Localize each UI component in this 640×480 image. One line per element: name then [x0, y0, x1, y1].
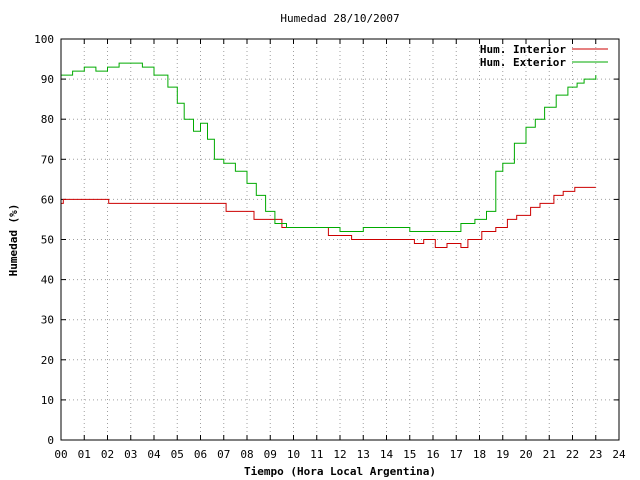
x-tick-label: 08 — [240, 448, 253, 461]
y-axis-label: Humedad (%) — [7, 204, 20, 277]
x-tick-label: 05 — [171, 448, 184, 461]
y-tick-label: 20 — [41, 354, 54, 367]
chart-title: Humedad 28/10/2007 — [280, 12, 399, 25]
x-tick-label: 11 — [310, 448, 323, 461]
x-axis-label: Tiempo (Hora Local Argentina) — [244, 465, 436, 478]
x-tick-label: 06 — [194, 448, 207, 461]
x-tick-label: 02 — [101, 448, 114, 461]
y-tick-label: 50 — [41, 234, 54, 247]
y-tick-label: 70 — [41, 153, 54, 166]
series-line-1 — [61, 62, 597, 232]
x-tick-label: 12 — [333, 448, 346, 461]
x-tick-label: 14 — [380, 448, 394, 461]
y-tick-label: 30 — [41, 314, 54, 327]
x-tick-label: 13 — [357, 448, 370, 461]
x-tick-label: 23 — [589, 448, 602, 461]
y-tick-label: 100 — [34, 33, 54, 46]
x-tick-label: 04 — [147, 448, 161, 461]
y-tick-label: 0 — [47, 434, 54, 447]
x-tick-label: 03 — [124, 448, 137, 461]
series-line-0 — [61, 186, 596, 248]
legend-label: Hum. Exterior — [480, 56, 566, 69]
x-tick-label: 16 — [426, 448, 439, 461]
x-tick-label: 22 — [566, 448, 579, 461]
y-tick-label: 40 — [41, 274, 54, 287]
legend-label: Hum. Interior — [480, 43, 566, 56]
x-tick-label: 17 — [450, 448, 463, 461]
x-tick-label: 07 — [217, 448, 230, 461]
y-tick-label: 80 — [41, 113, 54, 126]
x-tick-label: 20 — [519, 448, 532, 461]
x-tick-label: 00 — [54, 448, 67, 461]
x-tick-label: 01 — [78, 448, 91, 461]
y-tick-label: 90 — [41, 73, 54, 86]
x-tick-label: 10 — [287, 448, 300, 461]
x-tick-label: 15 — [403, 448, 416, 461]
y-tick-label: 60 — [41, 193, 54, 206]
y-tick-label: 10 — [41, 394, 54, 407]
x-tick-label: 19 — [496, 448, 509, 461]
series-lines — [61, 62, 597, 248]
x-tick-label: 18 — [473, 448, 486, 461]
x-tick-label: 24 — [612, 448, 626, 461]
x-tick-label: 09 — [264, 448, 277, 461]
grid — [60, 38, 620, 441]
tick-labels: 00 01 02 03 04 05 06 07 08 09 10 11 12 13 14 15 16 17 18 19… — [34, 33, 626, 461]
x-tick-label: 21 — [543, 448, 556, 461]
plot-frame — [60, 38, 620, 441]
